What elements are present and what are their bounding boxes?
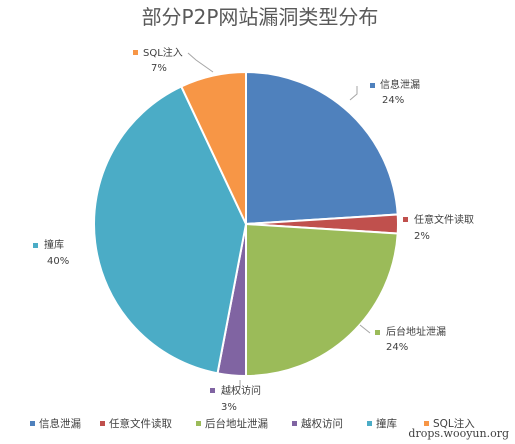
legend-label-5: 撞库 <box>376 417 397 430</box>
slice-6-percent-label: 7% <box>151 63 167 74</box>
slice-5-wedge <box>93 85 248 375</box>
legend-label-1: 信息泄漏 <box>39 417 81 430</box>
slice-1-label-marker <box>370 83 375 88</box>
slice-1-label: 信息泄漏 <box>380 78 420 91</box>
slice-5-percent-label: 40% <box>47 256 69 267</box>
slice-5-label: 撞库 <box>44 238 64 251</box>
slice-3-leader-line <box>359 324 371 334</box>
slice-4-label-marker <box>210 388 215 393</box>
legend-label-6: SQL注入 <box>433 417 475 430</box>
slice-3-label: 后台地址泄漏 <box>386 325 446 338</box>
slice-1-wedge <box>245 70 399 226</box>
watermark: drops.wooyun.org <box>408 427 509 440</box>
slice-4-percent-label: 3% <box>221 402 237 413</box>
legend-label-4: 越权访问 <box>301 417 343 430</box>
slice-2-percent-label: 2% <box>414 231 430 242</box>
legend-swatch-5 <box>367 421 372 426</box>
slice-6-leader-line <box>187 52 214 73</box>
slice-2-label-marker <box>403 217 408 222</box>
legend-label-2: 任意文件读取 <box>109 417 172 430</box>
legend-swatch-6 <box>424 421 429 426</box>
slice-3-label-marker <box>375 330 380 335</box>
legend-swatch-3 <box>196 421 201 426</box>
slice-4-label: 越权访问 <box>221 384 261 397</box>
slice-5-label-marker <box>33 243 38 248</box>
legend-swatch-1 <box>30 421 35 426</box>
slice-1-percent-label: 24% <box>382 95 404 106</box>
data-labels: 信息泄漏 24% 任意文件读取 2% 后台地址泄漏 24% 越权访问 3% 撞库 40% SQL注入… <box>33 46 474 413</box>
slice-6-wedge <box>179 70 247 225</box>
slice-1-leader-line <box>349 86 358 101</box>
slice-6-label: SQL注入 <box>143 46 183 59</box>
pie-slices <box>93 70 399 378</box>
leader-lines <box>187 52 371 388</box>
slice-3-wedge <box>245 222 399 378</box>
slice-3-percent-label: 24% <box>386 342 408 353</box>
slice-6-label-marker <box>133 50 138 55</box>
chart-title: 部分P2P网站漏洞类型分布 <box>142 5 379 29</box>
legend: 信息泄漏 任意文件读取 后台地址泄漏 越权访问 撞库 SQL注入 <box>30 417 475 430</box>
legend-swatch-4 <box>292 421 297 426</box>
legend-label-3: 后台地址泄漏 <box>205 417 268 430</box>
slice-2-label: 任意文件读取 <box>414 213 474 226</box>
legend-swatch-2 <box>100 421 105 426</box>
